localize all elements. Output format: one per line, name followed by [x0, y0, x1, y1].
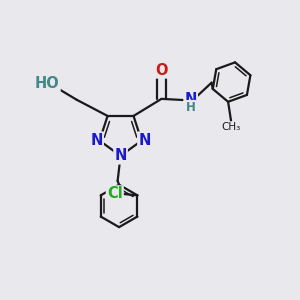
Text: N: N	[90, 133, 103, 148]
Text: N: N	[184, 92, 197, 107]
Text: CH₃: CH₃	[221, 122, 241, 132]
Text: N: N	[138, 133, 151, 148]
Text: Cl: Cl	[107, 186, 123, 201]
Text: O: O	[155, 62, 168, 77]
Text: H: H	[186, 101, 196, 114]
Text: N: N	[114, 148, 127, 164]
Text: HO: HO	[35, 76, 60, 91]
